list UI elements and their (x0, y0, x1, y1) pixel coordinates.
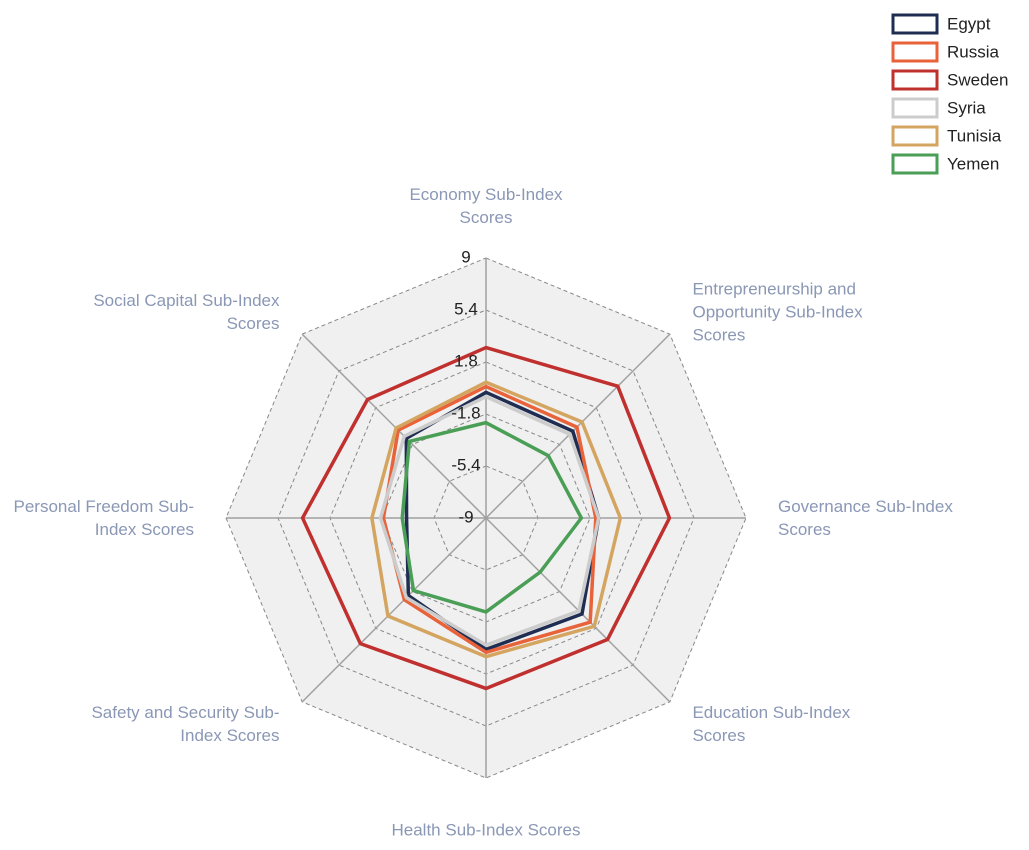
category-label: Economy Sub-Index Scores (409, 185, 563, 227)
category-label: Entrepreneurship and Opportunity Sub-Ind… (692, 279, 863, 345)
legend-label: Russia (947, 42, 1000, 61)
legend-label: Sweden (947, 70, 1008, 89)
axis-spoke (301, 517, 487, 703)
legend-label: Egypt (947, 14, 991, 33)
category-label: Education Sub-Index Scores (692, 703, 851, 746)
legend-swatch (891, 13, 939, 35)
series-line (300, 345, 672, 691)
series-line (370, 380, 623, 659)
grid-ring (277, 309, 695, 727)
legend-swatch (891, 69, 939, 91)
series-line (378, 394, 601, 648)
legend-swatch (891, 153, 939, 175)
category-label: Personal Freedom Sub-Index Scores (13, 497, 194, 539)
y-tick-label: 5.4 (454, 299, 478, 318)
legend-label: Tunisia (947, 126, 1002, 145)
legend-label: Yemen (947, 154, 999, 173)
y-tick-label: -1.8 (451, 403, 480, 422)
legend-swatch (891, 97, 939, 119)
category-label: Governance Sub-Index Scores (778, 497, 953, 539)
legend-swatch (891, 41, 939, 63)
y-tick-label: -9 (458, 507, 473, 526)
series-line (381, 384, 598, 655)
category-label: Safety and Security Sub-Index Scores (91, 703, 280, 746)
y-tick-label: 9 (461, 247, 470, 266)
category-label: Social Capital Sub-Index Scores (93, 290, 280, 333)
legend-swatch (891, 125, 939, 147)
y-tick-label: 1.8 (454, 351, 478, 370)
axis-spoke (301, 333, 487, 519)
category-label: Health Sub-Index Scores (391, 820, 581, 840)
series-line (400, 420, 584, 614)
y-tick-label: -5.4 (451, 455, 480, 474)
grid-ring (225, 257, 747, 779)
legend-label: Syria (947, 98, 986, 117)
